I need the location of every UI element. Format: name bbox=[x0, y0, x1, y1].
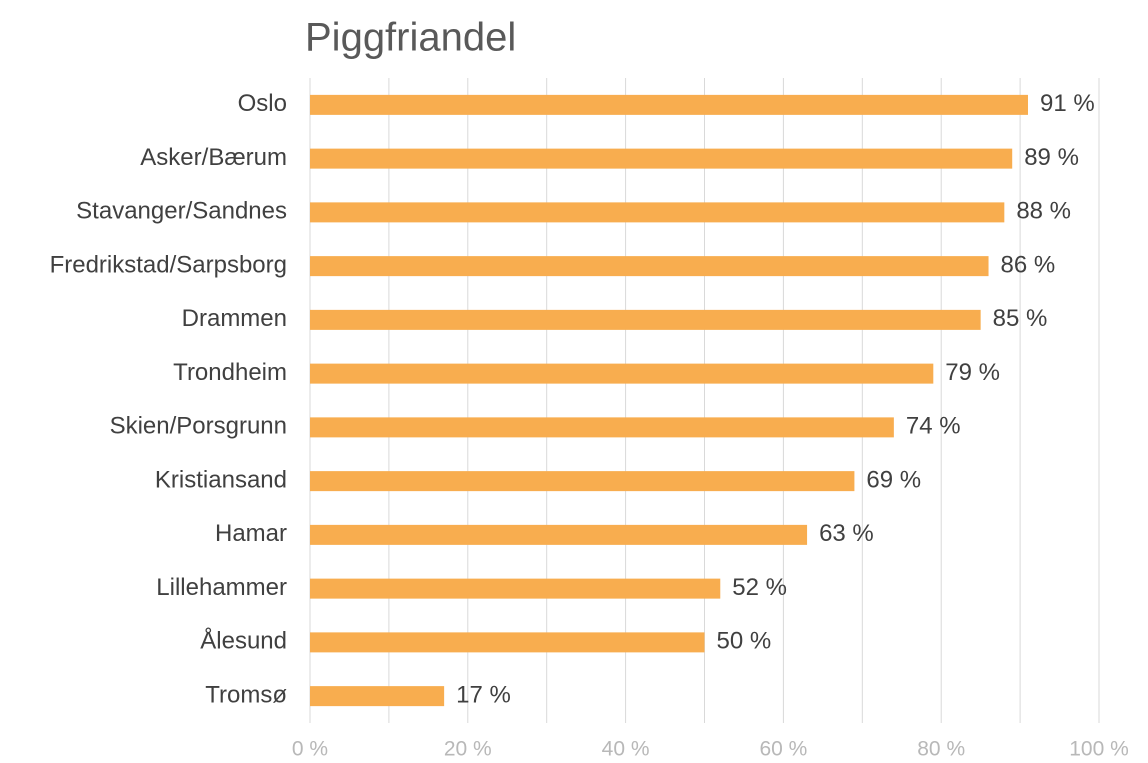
category-label: Asker/Bærum bbox=[140, 144, 287, 171]
x-tick-label: 20 % bbox=[444, 738, 492, 761]
data-label: 69 % bbox=[866, 466, 921, 493]
x-tick-label: 60 % bbox=[759, 738, 807, 761]
category-label: Stavanger/Sandnes bbox=[76, 198, 287, 225]
data-label: 74 % bbox=[906, 413, 961, 440]
data-label: 86 % bbox=[1001, 251, 1056, 278]
x-tick-label: 100 % bbox=[1069, 738, 1129, 761]
data-label: 52 % bbox=[732, 574, 787, 601]
data-label: 63 % bbox=[819, 520, 874, 547]
bar bbox=[310, 309, 981, 330]
category-label: Skien/Porsgrunn bbox=[110, 413, 287, 440]
data-label: 88 % bbox=[1016, 198, 1071, 225]
bar bbox=[310, 578, 721, 599]
bar bbox=[310, 148, 1013, 169]
bar bbox=[310, 417, 894, 438]
bar bbox=[310, 202, 1005, 223]
chart-title: Piggfriandel bbox=[305, 16, 516, 60]
data-label: 79 % bbox=[945, 359, 1000, 386]
category-label: Hamar bbox=[215, 520, 287, 547]
bar bbox=[310, 94, 1028, 115]
category-label: Fredrikstad/Sarpsborg bbox=[50, 251, 287, 278]
category-label: Tromsø bbox=[205, 681, 287, 708]
bar bbox=[310, 632, 705, 653]
data-label: 17 % bbox=[456, 681, 511, 708]
category-label: Lillehammer bbox=[156, 574, 287, 601]
category-label: Drammen bbox=[182, 305, 287, 332]
category-label: Ålesund bbox=[200, 627, 287, 655]
bar bbox=[310, 686, 445, 707]
category-label: Kristiansand bbox=[155, 466, 287, 493]
x-tick-label: 40 % bbox=[602, 738, 650, 761]
data-label: 89 % bbox=[1024, 144, 1079, 171]
category-label: Trondheim bbox=[173, 359, 287, 386]
category-label: Oslo bbox=[238, 90, 287, 117]
bar bbox=[310, 471, 855, 492]
data-label: 91 % bbox=[1040, 90, 1095, 117]
bar bbox=[310, 256, 989, 277]
data-label: 50 % bbox=[717, 628, 772, 655]
x-tick-label: 0 % bbox=[292, 738, 328, 761]
x-tick-label: 80 % bbox=[917, 738, 965, 761]
data-label: 85 % bbox=[993, 305, 1048, 332]
bar bbox=[310, 524, 808, 545]
bar bbox=[310, 363, 934, 384]
